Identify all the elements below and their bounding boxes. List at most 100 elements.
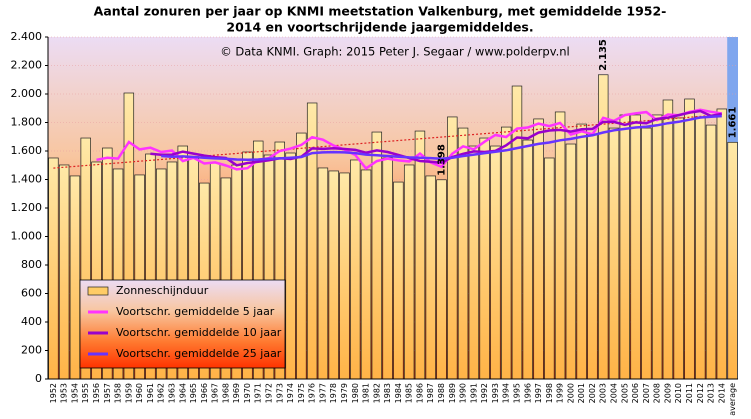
x-tick-label: 1963	[167, 383, 176, 403]
x-tick-label: 1975	[297, 383, 306, 403]
value-label: 1.661	[728, 107, 739, 139]
legend-label: Voortschr. gemiddelde 10 jaar	[116, 326, 282, 339]
bar	[587, 133, 598, 380]
bar	[296, 132, 307, 380]
x-tick-label: 1974	[286, 383, 295, 403]
bar	[285, 152, 296, 380]
x-tick-label: 1955	[81, 383, 90, 403]
x-tick-label: 1984	[394, 383, 403, 403]
y-tick-label: 2.000	[11, 87, 43, 100]
bar	[522, 139, 533, 380]
x-tick-label: 2001	[577, 383, 586, 403]
x-tick-label: 1998	[545, 383, 554, 403]
bar	[328, 170, 339, 380]
bar	[436, 179, 447, 380]
x-tick-label: 1959	[124, 383, 133, 403]
bar	[69, 175, 81, 380]
bar	[48, 157, 59, 380]
y-tick-label: 600	[21, 287, 42, 300]
x-tick-label: 1952	[49, 383, 58, 403]
bar	[630, 114, 641, 380]
x-tick-label: 1979	[340, 383, 349, 403]
bar	[641, 127, 652, 380]
moving-average-line	[150, 109, 723, 167]
x-tick-label: 2010	[674, 383, 683, 403]
legend: Zonneschijnduur Voortschr. gemiddelde 5 j…	[79, 279, 286, 369]
x-tick-label: 1981	[362, 383, 371, 403]
x-tick-label: 1999	[556, 383, 565, 403]
x-tick-label: 1968	[221, 383, 230, 403]
bar	[727, 141, 738, 380]
bar	[662, 99, 674, 380]
x-tick-label: 1956	[92, 383, 101, 403]
x-tick-label: 1988	[437, 383, 446, 403]
x-tick-label: 2009	[663, 383, 672, 403]
bar	[695, 116, 706, 380]
bar	[479, 137, 490, 380]
x-tick-label: 1982	[372, 383, 381, 403]
y-tick-label: 800	[21, 258, 42, 271]
subtitle: © Data KNMI. Graph: 2015 Peter J. Segaar…	[220, 45, 570, 59]
x-tick-label: 1957	[103, 383, 112, 403]
x-tick-label: 1961	[146, 383, 155, 403]
bar	[619, 114, 630, 380]
bar	[58, 164, 70, 380]
y-tick-label: 200	[21, 344, 42, 357]
bar	[554, 111, 566, 380]
legend-label: Voortschr. gemiddelde 25 jaar	[116, 347, 282, 360]
legend-box	[79, 279, 286, 369]
y-tick-label: 2.200	[11, 59, 43, 72]
legend-label: Voortschr. gemiddelde 5 jaar	[116, 305, 275, 318]
y-tick-label: 400	[21, 315, 42, 328]
x-tick-label: 1976	[308, 383, 317, 403]
legend-label: Zonneschijnduur	[116, 284, 209, 297]
x-tick-label: 2003	[599, 383, 608, 403]
bar	[403, 164, 415, 380]
bar	[457, 127, 469, 380]
x-tick-label: 1996	[523, 383, 532, 403]
x-tick-label: 1978	[329, 383, 338, 403]
y-tick-label: 0	[35, 372, 42, 385]
bar	[501, 126, 512, 380]
x-tick-label: 1991	[469, 383, 478, 403]
x-tick-label: 1993	[491, 383, 500, 403]
bar	[425, 175, 436, 380]
x-tick-label: 1989	[448, 383, 457, 403]
chart-title: 2014 en voortschrijdende jaargemiddeldes…	[226, 20, 533, 35]
legend-swatch	[87, 286, 109, 296]
bar	[393, 181, 404, 380]
bar	[565, 143, 577, 380]
bar	[673, 117, 684, 380]
bar	[317, 167, 329, 380]
y-tick-label: 1.600	[11, 144, 43, 157]
y-tick-label: 1.400	[11, 173, 43, 186]
x-tick-label: 1995	[512, 383, 521, 403]
x-tick-label: 2011	[685, 383, 694, 403]
x-tick-label: 2014	[717, 383, 726, 403]
bar	[339, 172, 350, 380]
x-tick-label: 1980	[351, 383, 360, 403]
bar	[350, 159, 361, 380]
x-tick-label: 1983	[383, 383, 392, 403]
bar	[608, 127, 620, 380]
y-tick-label: 1.000	[11, 230, 43, 243]
x-tick-label: 1960	[135, 383, 144, 403]
x-tick-label: 1994	[502, 383, 511, 403]
bar	[716, 108, 728, 380]
bar	[533, 118, 544, 380]
x-tick-label: 1997	[534, 383, 543, 403]
x-tick-label: average	[728, 383, 737, 416]
x-tick-label: 1990	[459, 383, 468, 403]
value-label: 2.135	[598, 39, 609, 71]
bar	[651, 114, 663, 380]
x-tick-label: 2013	[707, 383, 716, 403]
x-tick-label: 1985	[405, 383, 414, 403]
value-label: 1.398	[437, 144, 448, 176]
bar	[684, 98, 695, 380]
x-tick-label: 2002	[588, 383, 597, 403]
x-tick-label: 1954	[70, 383, 79, 403]
chart-title: Aantal zonuren per jaar op KNMI meetstat…	[94, 4, 667, 19]
x-tick-label: 1953	[60, 383, 69, 403]
x-tick-label: 2000	[566, 383, 575, 403]
